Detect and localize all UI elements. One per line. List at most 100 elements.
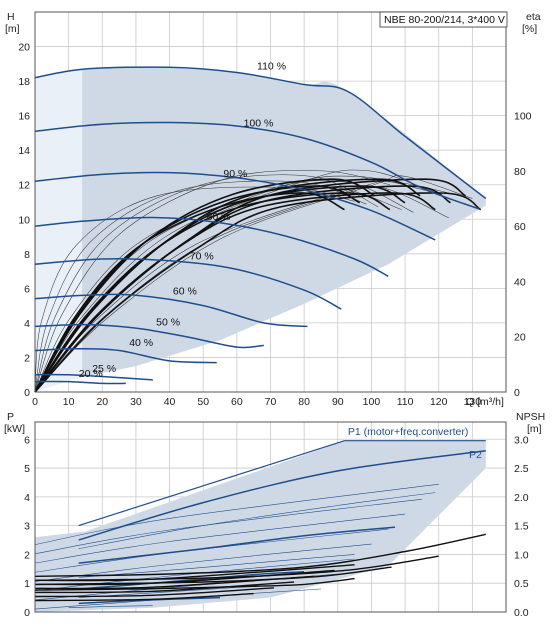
top-y-tick-label: 20 (18, 42, 30, 54)
p2-label: P2 (469, 449, 482, 461)
top-y-right-axis-name: eta (526, 11, 541, 23)
efficiency-curve-thin (34, 181, 461, 393)
bottom-plot-frame (34, 421, 507, 613)
npsh-curve-minor (34, 575, 315, 590)
top-light-strip (35, 69, 83, 392)
npsh-curve (34, 566, 392, 586)
top-y-tick-label: 4 (24, 318, 30, 330)
bottom-y-right-axis-unit: [m] (527, 423, 542, 435)
head-curve-label: 50 % (156, 316, 180, 328)
top-y-tick-label: 18 (18, 76, 30, 88)
top-y-tick-label: 6 (24, 283, 30, 295)
power-curve (78, 526, 396, 564)
power-curve-thin (34, 483, 439, 545)
top-y-right-tick-label: 40 (514, 276, 526, 288)
top-x-tick-label: 0 (32, 396, 38, 408)
bottom-y-tick-label: 1 (24, 578, 30, 590)
power-curve (78, 570, 305, 590)
efficiency-curve-thin (34, 170, 390, 393)
power-curve-thin (34, 513, 406, 564)
head-curve-70-percent (34, 258, 342, 310)
head-curve-40-percent (34, 348, 217, 364)
power-curve (78, 554, 355, 578)
npsh-curve-minor (34, 581, 295, 594)
efficiency-curve-thin (34, 174, 379, 393)
top-y-tick-label: 10 (18, 214, 30, 226)
bottom-y-right-axis-name: NPSH (516, 411, 545, 423)
power-curve-thin (34, 558, 355, 591)
title-box (379, 11, 508, 28)
npsh-curve-minor (34, 592, 254, 602)
top-y-right-tick-label: 100 (514, 111, 532, 123)
bottom-y-tick-label: 5 (24, 463, 30, 475)
power-curve (78, 596, 221, 605)
efficiency-curve-thin (34, 185, 449, 393)
efficiency-curve (34, 192, 391, 393)
power-curve (68, 605, 153, 608)
head-curve-25-percent (34, 373, 153, 381)
power-curve (78, 440, 486, 527)
npsh-curve-minor (34, 569, 335, 586)
head-curve-110-percent (34, 66, 487, 200)
head-curve-label: 90 % (223, 168, 247, 180)
top-y-right-axis-unit: [%] (522, 23, 537, 35)
top-y-axis-name: H (7, 11, 15, 23)
top-x-axis-label: Q [m³/h] (466, 396, 504, 408)
bottom-y-right-tick-label: 0.5 (514, 578, 529, 590)
efficiency-curve-thin (34, 175, 473, 393)
top-y-right-tick-label: 0 (514, 387, 520, 399)
power-curve-thin (34, 528, 389, 573)
top-x-tick-label: 110 (397, 396, 414, 408)
npsh-curve-minor (34, 564, 355, 582)
bottom-y-right-tick-label: 2.0 (514, 492, 529, 504)
head-efficiency-plot: 110 %100 %90 %80 %70 %60 %50 %40 %25 %20… (18, 11, 532, 408)
top-y-tick-label: 14 (18, 145, 30, 157)
bottom-y-tick-label: 6 (24, 434, 30, 446)
efficiency-curve (34, 192, 482, 393)
bottom-y-tick-label: 0 (24, 607, 30, 619)
top-y-right-tick-label: 80 (514, 166, 526, 178)
npsh-curve-minor (34, 587, 274, 598)
efficiency-curve (34, 178, 376, 393)
head-curve-90-percent (34, 171, 436, 241)
npsh-curve (34, 533, 486, 577)
p1-label: P1 (motor+freq.converter) (348, 426, 469, 438)
power-curve-thin (34, 543, 372, 582)
top-x-tick-label: 10 (63, 396, 75, 408)
head-curve-label: 80 % (207, 211, 231, 223)
bottom-y-tick-label: 4 (24, 492, 30, 504)
head-curve-label: 70 % (190, 251, 214, 263)
bottom-y-right-tick-label: 1.5 (514, 521, 529, 533)
bottom-y-right-tick-label: 1.0 (514, 549, 529, 561)
top-y-tick-label: 2 (24, 352, 30, 364)
power-npsh-plot: P1 (motor+freq.converter)P2 0 1 2 3 4 5 6 0.0 0.5… (24, 421, 529, 619)
top-plot-frame (34, 11, 507, 393)
top-x-tick-label: 50 (197, 396, 209, 408)
power-curve (78, 450, 486, 541)
head-curve-label: 60 % (173, 285, 197, 297)
head-curve-50-percent (34, 323, 264, 349)
top-y-right-tick-label: 20 (514, 332, 526, 344)
top-y-tick-label: 8 (24, 249, 30, 261)
top-y-tick-label: 12 (18, 180, 30, 192)
efficiency-curve (34, 178, 421, 393)
efficiency-curve (34, 185, 406, 393)
head-curve-60-percent (34, 293, 308, 328)
top-x-tick-label: 70 (265, 396, 277, 408)
top-y-right-tick-label: 60 (514, 221, 526, 233)
bottom-y-axis-unit: [kW] (4, 423, 25, 435)
bottom-y-right-tick-label: 3.0 (514, 434, 529, 446)
top-y-axis-unit: [m] (5, 23, 20, 35)
efficiency-curve (34, 178, 467, 393)
bottom-y-tick-label: 2 (24, 549, 30, 561)
head-curve-100-percent (34, 121, 480, 210)
top-x-tick-label: 100 (363, 396, 381, 408)
top-x-tick-label: 60 (231, 396, 243, 408)
head-curve-label: 25 % (92, 363, 116, 375)
head-curve-20-percent (34, 380, 126, 385)
head-curve-label: 110 % (257, 61, 286, 73)
bottom-y-right-tick-label: 2.5 (514, 463, 529, 475)
top-x-tick-label: 80 (298, 396, 310, 408)
bottom-y-tick-label: 3 (24, 521, 30, 533)
